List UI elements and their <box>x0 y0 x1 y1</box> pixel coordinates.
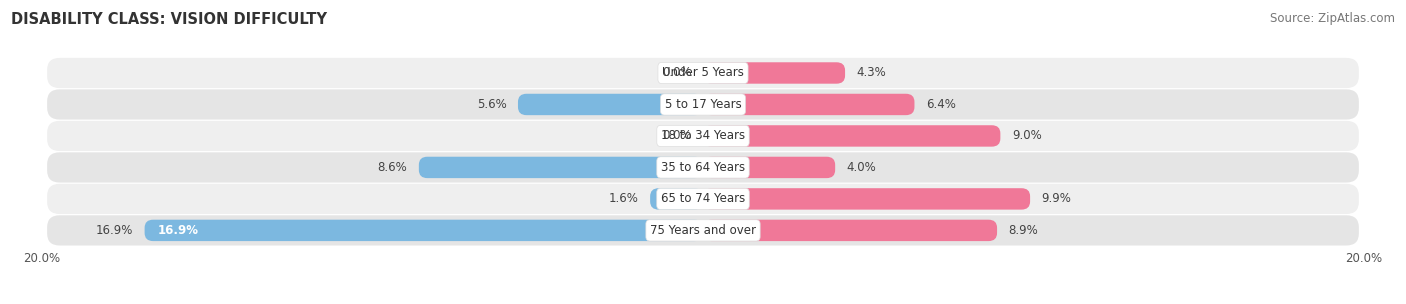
FancyBboxPatch shape <box>703 220 997 241</box>
Text: 1.6%: 1.6% <box>609 192 638 206</box>
Text: 0.0%: 0.0% <box>662 130 692 143</box>
Text: 6.4%: 6.4% <box>927 98 956 111</box>
FancyBboxPatch shape <box>703 188 1031 210</box>
Text: 4.0%: 4.0% <box>846 161 876 174</box>
FancyBboxPatch shape <box>703 157 835 178</box>
Text: 9.0%: 9.0% <box>1012 130 1042 143</box>
FancyBboxPatch shape <box>419 157 703 178</box>
FancyBboxPatch shape <box>48 58 1358 88</box>
Text: 35 to 64 Years: 35 to 64 Years <box>661 161 745 174</box>
FancyBboxPatch shape <box>703 125 1001 147</box>
Text: 9.9%: 9.9% <box>1042 192 1071 206</box>
FancyBboxPatch shape <box>48 121 1358 151</box>
Text: Under 5 Years: Under 5 Years <box>662 67 744 79</box>
Text: 4.3%: 4.3% <box>856 67 886 79</box>
Text: 8.9%: 8.9% <box>1008 224 1039 237</box>
Text: DISABILITY CLASS: VISION DIFFICULTY: DISABILITY CLASS: VISION DIFFICULTY <box>11 12 328 27</box>
Text: 5 to 17 Years: 5 to 17 Years <box>665 98 741 111</box>
Text: 0.0%: 0.0% <box>662 67 692 79</box>
Text: 75 Years and over: 75 Years and over <box>650 224 756 237</box>
FancyBboxPatch shape <box>650 188 703 210</box>
Text: 8.6%: 8.6% <box>378 161 408 174</box>
FancyBboxPatch shape <box>145 220 703 241</box>
FancyBboxPatch shape <box>48 89 1358 119</box>
FancyBboxPatch shape <box>517 94 703 115</box>
FancyBboxPatch shape <box>48 152 1358 182</box>
Text: 16.9%: 16.9% <box>96 224 134 237</box>
FancyBboxPatch shape <box>48 184 1358 214</box>
Text: 65 to 74 Years: 65 to 74 Years <box>661 192 745 206</box>
FancyBboxPatch shape <box>703 62 845 84</box>
Text: 16.9%: 16.9% <box>157 224 198 237</box>
Text: 18 to 34 Years: 18 to 34 Years <box>661 130 745 143</box>
Text: Source: ZipAtlas.com: Source: ZipAtlas.com <box>1270 12 1395 25</box>
FancyBboxPatch shape <box>703 94 914 115</box>
FancyBboxPatch shape <box>48 215 1358 246</box>
Text: 5.6%: 5.6% <box>477 98 506 111</box>
